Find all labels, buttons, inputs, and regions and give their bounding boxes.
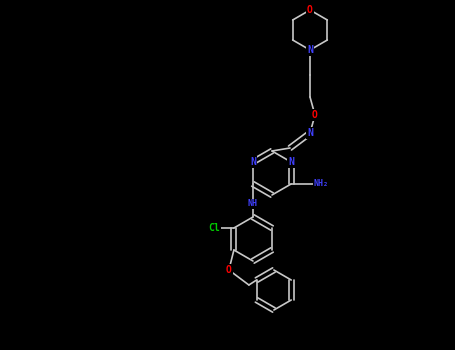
Text: O: O [226,265,232,275]
Text: O: O [307,5,313,15]
Text: NH₂: NH₂ [313,180,329,189]
Text: O: O [312,110,318,120]
Text: N: N [307,128,313,138]
Text: N: N [307,45,313,55]
Text: N: N [288,157,294,167]
Text: NH: NH [248,199,258,209]
Text: Cl: Cl [208,223,220,233]
Text: N: N [250,157,256,167]
